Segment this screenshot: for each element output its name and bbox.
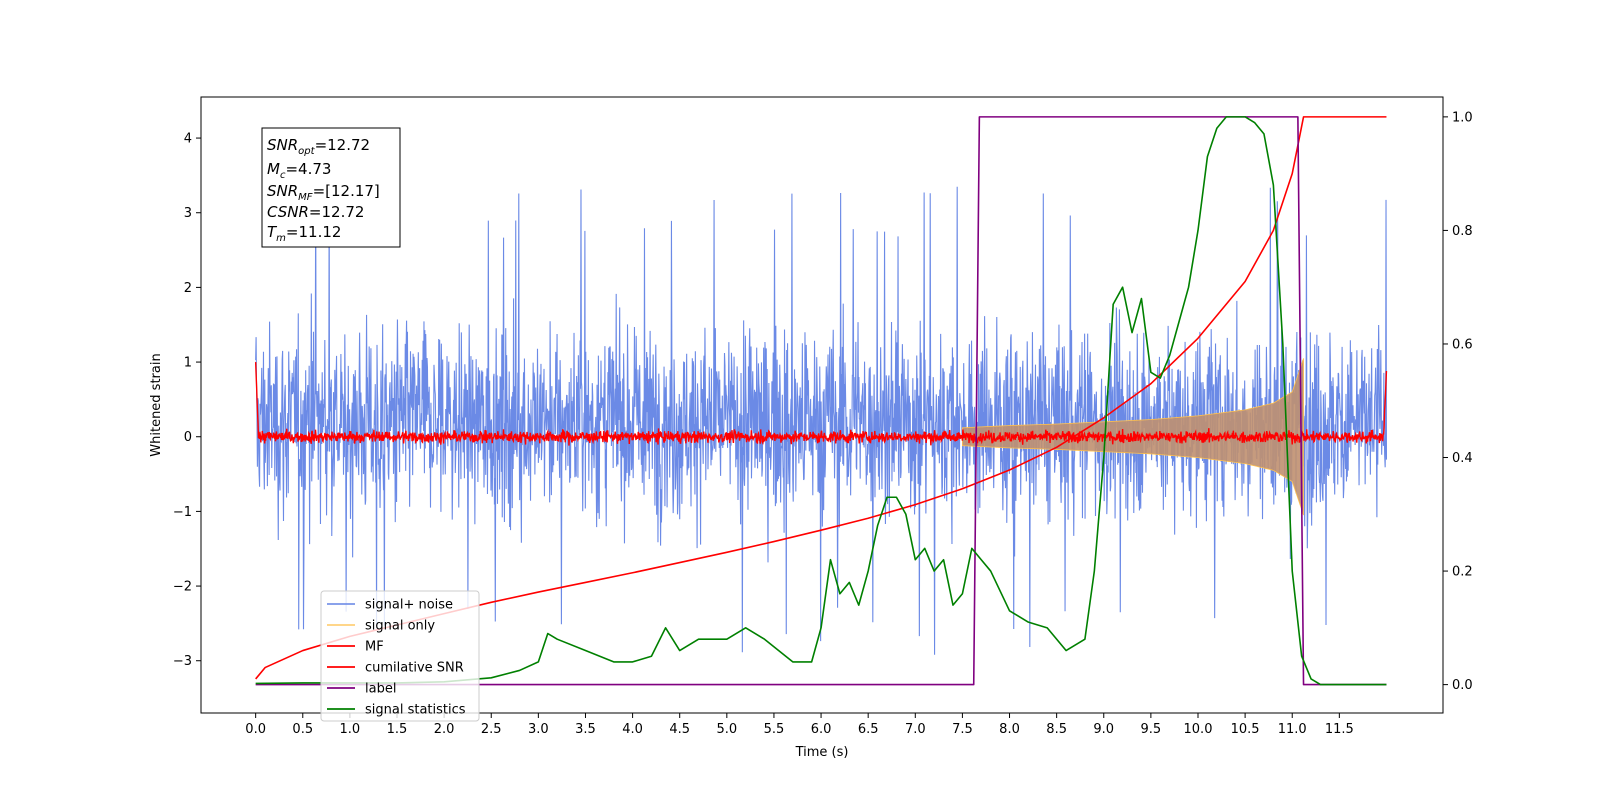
series-label	[255, 116, 1387, 686]
y-tick-label: 3	[184, 206, 192, 221]
x-tick-label: 5.5	[764, 722, 785, 737]
y-tick-label: 4	[184, 132, 192, 147]
x-tick-label: 2.5	[481, 722, 502, 737]
y-axis-left: −3 −2 −1 0 1 2 3 4	[173, 132, 201, 669]
legend-label: signal statistics	[365, 703, 466, 718]
x-tick-label: 0.0	[245, 722, 266, 737]
legend-label: signal only	[365, 619, 435, 634]
y-tick-label: −3	[173, 654, 192, 669]
plot-frame	[200, 96, 1444, 714]
x-tick-label: 11.0	[1278, 722, 1307, 737]
y-right-tick-label: 0.0	[1452, 678, 1473, 693]
x-axis-label: Time (s)	[795, 745, 849, 760]
annotation-snr-opt: SNRopt=12.72	[267, 136, 370, 157]
y-right-tick-label: 1.0	[1452, 110, 1473, 125]
y-tick-label: 1	[184, 356, 192, 371]
x-tick-label: 6.5	[858, 722, 879, 737]
legend-label: label	[365, 682, 396, 697]
y-axis-right: 0.0 0.2 0.4 0.6 0.8 1.0	[1443, 110, 1473, 693]
x-tick-label: 9.0	[1093, 722, 1114, 737]
y-right-tick-label: 0.6	[1452, 337, 1473, 352]
x-tick-label: 4.0	[622, 722, 643, 737]
x-axis: 0.0 0.5 1.0 1.5 2.0 2.5 3.0 3.5 4.0 4.5 5.0 5.5 6.0 6…	[245, 713, 1354, 737]
x-tick-label: 6.0	[811, 722, 832, 737]
series-mf	[254, 362, 1388, 447]
legend-frame	[320, 590, 480, 722]
y-right-tick-label: 0.8	[1452, 224, 1473, 239]
legend-label: cumilative SNR	[365, 661, 464, 676]
x-tick-label: 1.5	[387, 722, 408, 737]
annotation-frame	[261, 127, 401, 248]
y-right-tick-label: 0.4	[1452, 451, 1473, 466]
x-tick-label: 3.0	[528, 722, 549, 737]
annotation-mc: Mc=4.73	[267, 160, 331, 181]
x-tick-label: 3.5	[575, 722, 596, 737]
x-tick-label: 5.0	[716, 722, 737, 737]
series-layer	[254, 116, 1388, 686]
series-signal-statistics	[255, 116, 1387, 686]
y-axis-label: Whitened strain	[149, 353, 164, 456]
y-tick-label: −2	[173, 580, 192, 595]
annotation-snr-mf: SNRMF=[12.17]	[267, 182, 380, 203]
annotation-tm: Tm=11.12	[267, 223, 341, 244]
y-tick-label: 2	[184, 281, 192, 296]
x-tick-label: 2.0	[434, 722, 455, 737]
annotation-csnr: CSNR=12.72	[267, 203, 364, 221]
y-tick-label: 0	[184, 430, 192, 445]
x-tick-label: 10.0	[1184, 722, 1213, 737]
annotation-box: SNRopt=12.72 Mc=4.73 SNRMF=[12.17] CSNR=…	[261, 127, 401, 248]
x-tick-label: 0.5	[292, 722, 313, 737]
x-tick-label: 8.0	[999, 722, 1020, 737]
x-tick-label: 4.5	[669, 722, 690, 737]
x-tick-label: 8.5	[1046, 722, 1067, 737]
x-tick-label: 7.0	[905, 722, 926, 737]
y-tick-label: −1	[173, 505, 192, 520]
x-tick-label: 10.5	[1231, 722, 1260, 737]
legend-label: MF	[365, 640, 384, 655]
legend-label: signal+ noise	[365, 598, 453, 613]
x-tick-label: 9.5	[1141, 722, 1162, 737]
legend: signal+ noise signal only MF cumilative SNR…	[320, 590, 480, 722]
x-tick-label: 7.5	[952, 722, 973, 737]
x-tick-label: 11.5	[1325, 722, 1354, 737]
x-tick-label: 1.0	[340, 722, 361, 737]
y-right-tick-label: 0.2	[1452, 565, 1473, 580]
